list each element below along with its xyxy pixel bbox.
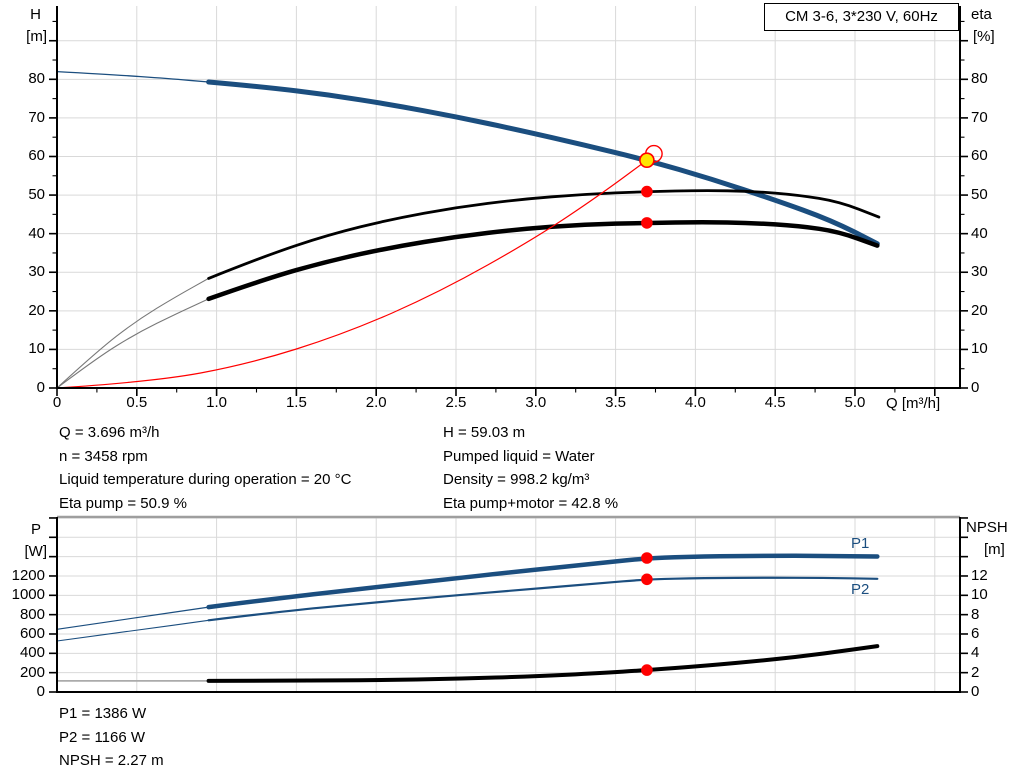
tick-label: 0	[971, 683, 980, 700]
operating-point-dot	[641, 664, 653, 676]
hq-curve	[206, 79, 880, 247]
npsh-axis-title: NPSH [m]	[966, 517, 1008, 561]
eta-axis-title-unit: [%]	[973, 28, 995, 45]
tick-label: 0	[971, 379, 980, 396]
info-p1: P1 = 1386 W	[59, 705, 147, 722]
tick-label: 1200	[11, 566, 45, 584]
tick-label: 12	[971, 566, 988, 584]
p2-curve	[207, 576, 879, 622]
tick-label: 10	[28, 340, 45, 358]
tick-label: 400	[19, 644, 45, 662]
info-npsh: NPSH = 2.27 m	[59, 752, 164, 769]
tick-label: 0	[36, 683, 45, 700]
info-head: H = 59.03 m	[443, 424, 526, 441]
h-axis-title-symbol: H	[30, 6, 41, 23]
h-axis-title: H [m]	[0, 4, 47, 48]
duty-info-left: Q = 3.696 m³/h n = 3458 rpm Liquid tempe…	[59, 421, 351, 515]
info-liquid-temperature: Liquid temperature during operation = 20…	[59, 471, 352, 488]
tick-label: 4.5	[764, 394, 786, 411]
tick-label: 2.5	[445, 394, 467, 411]
tick-label: 80	[28, 70, 45, 88]
tick-label: 3.5	[605, 394, 626, 411]
npsh-axis-title-symbol: NPSH	[966, 519, 1008, 536]
npsh-axis-title-unit: [m]	[984, 541, 1005, 558]
tick-label: 20	[971, 301, 988, 319]
tick-label: 4.0	[684, 394, 706, 411]
operating-point-dot	[641, 185, 653, 198]
p1-curve-label: P1	[851, 535, 870, 552]
pump-model-title-box: CM 3-6, 3*230 V, 60Hz	[764, 3, 959, 31]
tick-label: 80	[971, 70, 988, 88]
info-p2: P2 = 1166 W	[59, 728, 146, 746]
tick-label: 6	[971, 624, 980, 642]
eta-pump-motor-curve-lead	[56, 298, 210, 389]
eta-axis-title-symbol: eta	[971, 6, 992, 23]
info-eta-pump: Eta pump = 50.9 %	[59, 494, 187, 512]
tick-label: 70	[28, 108, 45, 126]
p-axis-title-symbol: P	[30, 521, 41, 538]
tick-label: 20	[28, 301, 45, 319]
info-eta-pump-motor: Eta pump+motor = 42.8 %	[443, 494, 619, 512]
p1-curve-lead	[56, 606, 210, 630]
p1-curve	[206, 553, 880, 610]
info-speed: n = 3458 rpm	[59, 447, 148, 465]
eta-pump-curve-lead	[56, 277, 210, 389]
tick-label: 200	[19, 663, 45, 681]
tick-label: 3.0	[525, 394, 547, 411]
info-flow: Q = 3.696 m³/h	[59, 424, 160, 441]
tick-label: 60	[971, 147, 988, 165]
q-axis-title: Q [m³/h]	[886, 395, 941, 412]
tick-label: 60	[28, 147, 45, 165]
tick-label: 30	[28, 263, 45, 281]
duty-info-right: H = 59.03 m Pumped liquid = Water Densit…	[443, 421, 618, 515]
tick-label: 10	[971, 340, 988, 358]
system-curve	[56, 159, 648, 389]
tick-label: 1000	[11, 586, 45, 604]
tick-label: 8	[971, 605, 980, 623]
tick-label: 0	[36, 379, 45, 396]
tick-label: 10	[971, 586, 988, 604]
p-axis-title-unit: [W]	[24, 543, 48, 560]
tick-label: 1.0	[206, 394, 228, 411]
tick-label: 30	[971, 263, 988, 281]
tick-label: 1.5	[285, 394, 307, 411]
tick-label: 5.0	[844, 394, 866, 411]
tick-label: 2.0	[365, 394, 387, 411]
tick-label: 50	[971, 186, 988, 204]
tick-label: 4	[971, 644, 980, 662]
eta-axis-title: eta [%]	[971, 4, 995, 48]
duty-point-marker	[639, 152, 655, 168]
operating-point-dot	[641, 217, 653, 229]
tick-label: 50	[28, 186, 45, 204]
h-axis-title-unit: [m]	[26, 28, 47, 45]
eta-pump-curve	[207, 189, 881, 280]
operating-point-dot	[641, 573, 653, 586]
info-pumped-liquid: Pumped liquid = Water	[443, 447, 595, 465]
npsh-curve	[206, 644, 880, 683]
tick-label: 2	[971, 663, 980, 681]
p2-curve-label: P2	[851, 581, 870, 598]
tick-label: 0	[52, 394, 62, 411]
tick-label: 0.5	[126, 394, 148, 411]
p-axis-title: P [W]	[0, 519, 48, 563]
tick-label: 40	[28, 224, 45, 242]
operating-point-dot	[641, 552, 653, 564]
info-density: Density = 998.2 kg/m³	[443, 471, 590, 488]
eta-pump-motor-curve	[206, 220, 880, 302]
tick-label: 40	[971, 224, 988, 242]
power-info: P1 = 1386 W P2 = 1166 W NPSH = 2.27 m	[59, 702, 164, 773]
p2-curve-lead	[56, 619, 210, 642]
hq-curve-lead	[56, 70, 210, 83]
tick-label: 600	[19, 624, 45, 642]
tick-label: 70	[971, 108, 988, 126]
tick-label: 800	[19, 605, 45, 623]
